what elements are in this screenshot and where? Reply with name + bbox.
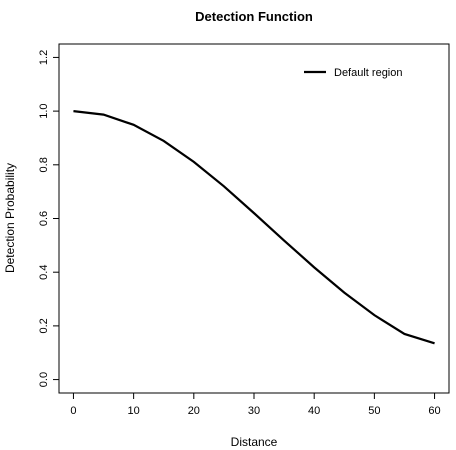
y-tick-label: 1.0 [38, 103, 50, 118]
x-tick-label: 60 [428, 405, 440, 417]
y-axis-title: Detection Probability [3, 163, 17, 273]
series-line-default-region [73, 110, 435, 345]
x-tick-label: 40 [308, 405, 320, 417]
x-tick-label: 30 [248, 405, 260, 417]
legend-label-default-region: Default region [334, 67, 403, 79]
y-tick-label: 0.0 [38, 372, 50, 387]
x-tick-label: 10 [128, 405, 140, 417]
x-tick-label: 50 [368, 405, 380, 417]
x-axis: 0 10 20 30 40 50 60 [70, 393, 441, 417]
y-tick-label: 0.2 [38, 318, 50, 333]
y-tick-label: 0.4 [38, 265, 50, 280]
y-tick-label: 0.6 [38, 211, 50, 226]
chart-title: Detection Function [195, 9, 313, 24]
y-tick-label: 0.8 [38, 157, 50, 172]
legend: Default region [304, 67, 403, 79]
plot-frame [58, 43, 450, 394]
x-tick-label: 20 [188, 405, 200, 417]
x-axis-title: Distance [231, 435, 278, 449]
y-tick-label: 1.2 [38, 50, 50, 65]
x-tick-label: 0 [70, 405, 76, 417]
y-axis: 0.0 0.2 0.4 0.6 0.8 1.0 1.2 [38, 50, 59, 387]
